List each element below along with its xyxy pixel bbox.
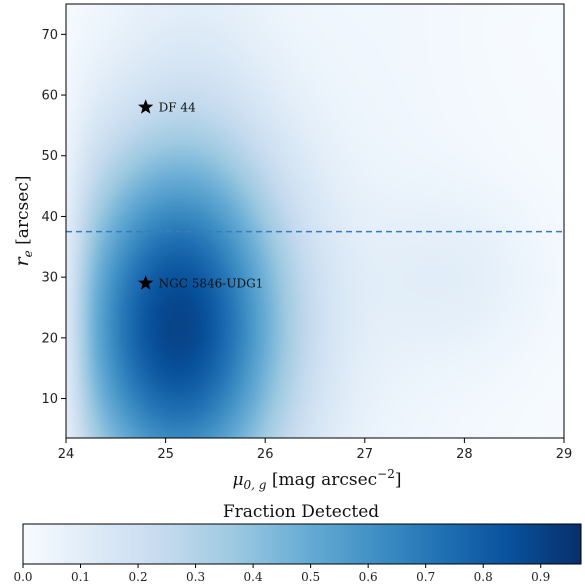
heatmap-image xyxy=(66,4,564,438)
x-axis-label-symbol: μ xyxy=(232,470,243,490)
y-tick-label: 20 xyxy=(41,331,58,346)
y-tick-label: 40 xyxy=(41,210,58,225)
annotated-points: DF 44 NGC 5846-UDG1 xyxy=(138,99,263,291)
x-axis-label-close: ] xyxy=(395,470,402,490)
y-tick-label: 70 xyxy=(41,28,58,43)
x-axis-label-exp: −2 xyxy=(377,467,395,481)
x-axis-label: μ0, g [mag arcsec−2] xyxy=(232,467,401,492)
x-tick-label: 29 xyxy=(556,447,573,462)
y-axis-ticks: 10 20 30 40 50 60 70 xyxy=(41,28,66,407)
x-axis-ticks: 24 25 26 27 28 29 xyxy=(58,438,573,462)
colorbar-tick-label: 0.6 xyxy=(359,570,378,584)
plot-frame xyxy=(65,3,565,439)
colorbar-tick-label: 0.9 xyxy=(531,570,550,584)
colorbar-tick-label: 0.7 xyxy=(416,570,435,584)
colorbar-tick-label: 0.2 xyxy=(129,570,148,584)
x-tick-label: 25 xyxy=(157,447,174,462)
y-tick-label: 50 xyxy=(41,149,58,164)
y-tick-label: 30 xyxy=(41,271,58,286)
colorbar-frame xyxy=(22,523,582,565)
colorbar-tick-label: 0.5 xyxy=(301,570,320,584)
y-axis-label-symbol: r xyxy=(11,255,33,266)
colorbar-tick-label: 0.3 xyxy=(186,570,205,584)
y-axis-label-sub: e xyxy=(21,250,35,257)
x-tick-label: 24 xyxy=(58,447,75,462)
y-tick-label: 10 xyxy=(41,392,58,407)
x-tick-label: 26 xyxy=(257,447,274,462)
x-axis-label-sub: 0, g xyxy=(244,478,267,492)
colorbar-tick-label: 0.4 xyxy=(244,570,263,584)
y-axis-label-unit: [arcsec] xyxy=(13,176,33,251)
colorbar-label: Fraction Detected xyxy=(223,502,379,522)
point-marker-star-icon xyxy=(138,275,154,290)
x-tick-label: 28 xyxy=(456,447,473,462)
colorbar-tick-label: 0.1 xyxy=(71,570,90,584)
heatmap-plot-area xyxy=(66,4,564,438)
colorbar-ticks: 0.0 0.1 0.2 0.3 0.4 0.5 0.6 0.7 0.8 0.9 xyxy=(13,564,550,584)
point-label: NGC 5846-UDG1 xyxy=(159,277,264,291)
colorbar-tick-label: 0.8 xyxy=(474,570,493,584)
point-marker-star-icon xyxy=(138,99,154,114)
x-tick-label: 27 xyxy=(357,447,374,462)
colorbar-tick-label: 0.0 xyxy=(13,570,32,584)
x-axis-label-unit: [mag arcsec xyxy=(267,470,378,490)
point-label: DF 44 xyxy=(159,101,196,115)
colorbar-gradient xyxy=(23,524,581,564)
y-tick-label: 60 xyxy=(41,89,58,104)
y-axis-label: re [arcsec] xyxy=(11,176,35,267)
